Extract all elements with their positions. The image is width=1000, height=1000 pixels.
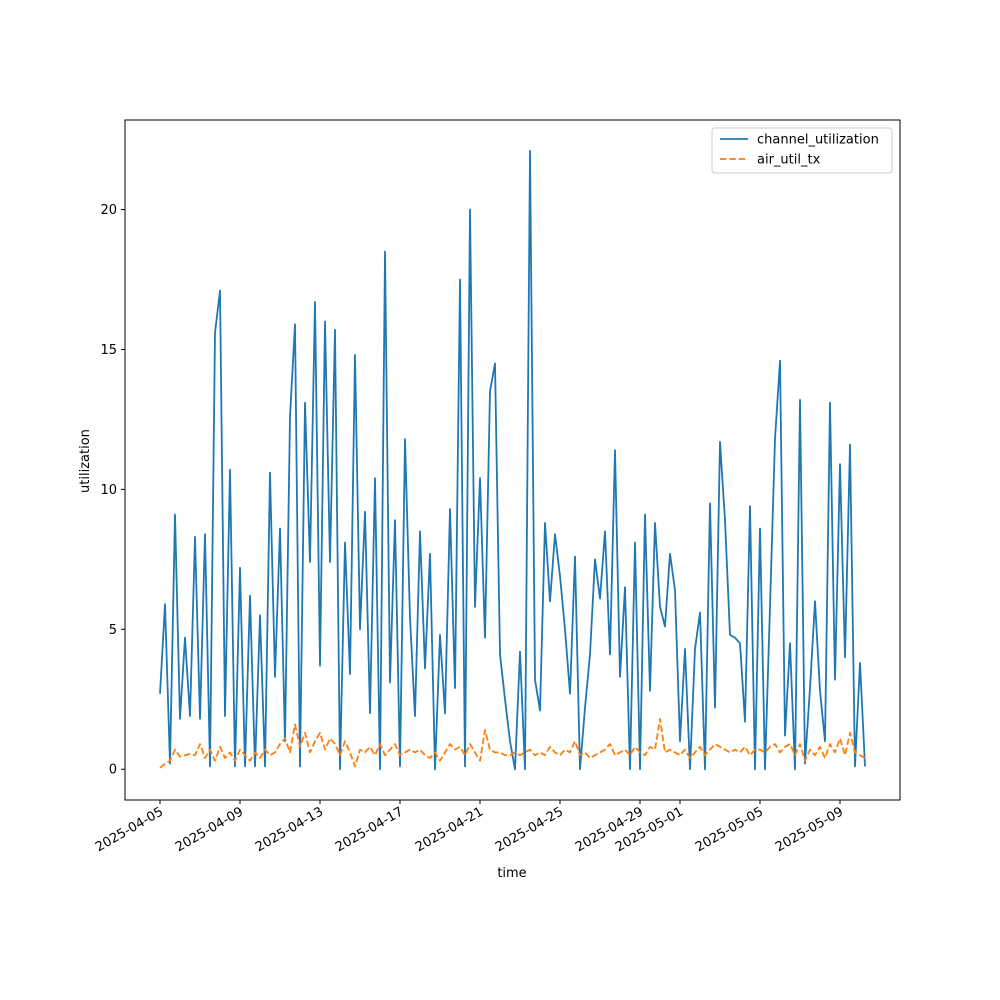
y-axis-label: utilization — [78, 429, 93, 493]
data-line — [159, 149, 866, 771]
legend-box — [711, 127, 893, 174]
legend-label: channel_utilization — [757, 133, 879, 148]
y-tick-label: 20 — [100, 203, 117, 218]
legend-label: air_util_tx — [757, 153, 821, 168]
y-tick-label: 15 — [100, 343, 117, 358]
y-tick-label: 0 — [109, 763, 117, 778]
data-line — [159, 717, 866, 769]
y-tick-label: 5 — [109, 623, 117, 638]
y-tick-label: 10 — [100, 483, 117, 498]
plot-frame — [124, 119, 901, 801]
x-axis-label: time — [497, 866, 526, 881]
